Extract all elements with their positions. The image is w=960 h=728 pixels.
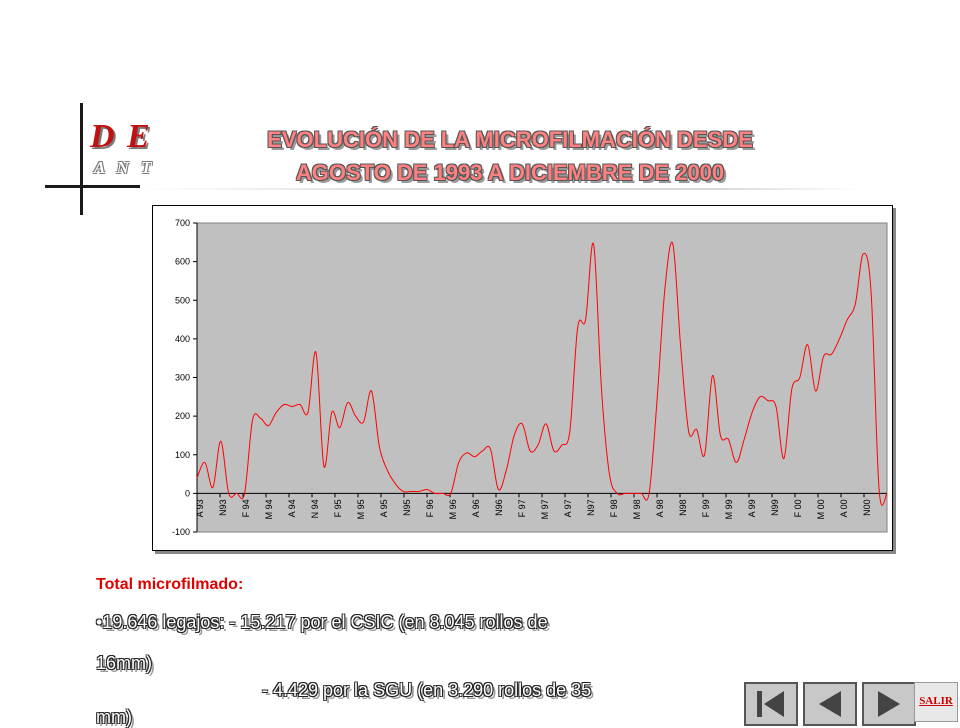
x-tick-label: N 94 [310, 499, 320, 518]
x-tick-label: A 98 [655, 499, 665, 517]
logo-horizontal-rule [45, 185, 140, 188]
y-tick-label: 600 [175, 257, 190, 267]
title-divider [140, 188, 860, 190]
y-tick-label: 0 [185, 488, 190, 498]
x-tick-label: M 99 [724, 499, 734, 519]
x-tick-label: F 00 [793, 499, 803, 517]
x-tick-label: A 96 [471, 499, 481, 517]
x-tick-label: A 97 [563, 499, 573, 517]
total-line-4: mm) [96, 707, 132, 727]
x-tick-label: F 94 [241, 499, 251, 517]
series-line [196, 241, 888, 506]
x-tick-label: A 95 [379, 499, 389, 517]
logo-vertical-rule [80, 103, 83, 215]
line-chart: -100 0 100 200 300 400 500 600 700 A 93 N93 F 94 M 9… [172, 218, 888, 537]
y-tick-label: 300 [175, 373, 190, 383]
y-tick-label: 100 [175, 450, 190, 460]
x-tick-label: F 96 [425, 499, 435, 517]
x-tick-label: N96 [494, 499, 504, 516]
first-page-icon [757, 691, 784, 717]
x-tick-label: M 98 [632, 499, 642, 519]
x-tick-label: A 99 [747, 499, 757, 517]
total-line-2: 16mm) [96, 653, 153, 673]
x-tick-label: M 00 [816, 499, 826, 519]
y-tick-label: 500 [175, 295, 190, 305]
logo-subtext: A N T [94, 158, 156, 177]
y-tick-label: 700 [175, 218, 190, 228]
x-tick-label: A 94 [287, 499, 297, 517]
next-page-button[interactable] [862, 682, 916, 726]
exit-label[interactable]: SALIR [919, 695, 953, 707]
x-tick-label: A 93 [195, 499, 205, 517]
y-tick-label: 400 [175, 334, 190, 344]
x-tick-label: M 96 [448, 499, 458, 519]
x-tick-label: F 98 [609, 499, 619, 517]
x-tick-label: F 99 [701, 499, 711, 517]
previous-page-icon [819, 691, 841, 717]
exit-button[interactable]: SALIR [914, 682, 958, 722]
x-tick-label: M 94 [264, 499, 274, 519]
y-tick-label: -100 [172, 527, 190, 537]
total-line-3: - 4.429 por la SGU (en 3.290 rollos de 3… [262, 680, 592, 700]
page-title-line1: EVOLUCIÓN DE LA MICROFILMACIÓN DESDE [267, 127, 753, 152]
total-line-1: •19.646 legajos: - 15.217 por el CSIC (e… [96, 612, 548, 632]
x-tick-label: F 97 [517, 499, 527, 517]
x-tick-label: M 97 [540, 499, 550, 519]
chart-frame: -100 0 100 200 300 400 500 600 700 A 93 N93 F 94 M 9… [152, 205, 893, 551]
x-tick-label: N97 [586, 499, 596, 516]
x-tick-label: M 95 [356, 499, 366, 519]
next-page-icon [878, 691, 900, 717]
logo-text: D E [90, 118, 152, 155]
x-tick-label: N98 [678, 499, 688, 516]
x-tick-label: N95 [402, 499, 412, 516]
x-tick-label: N99 [770, 499, 780, 516]
previous-page-button[interactable] [803, 682, 857, 726]
x-tick-label: N93 [218, 499, 228, 516]
y-tick-label: 200 [175, 411, 190, 421]
total-heading: Total microfilmado: [96, 576, 244, 593]
first-page-button[interactable] [744, 682, 798, 726]
plot-area [196, 222, 888, 533]
page-title-line2: AGOSTO DE 1993 A DICIEMBRE DE 2000 [295, 160, 725, 185]
x-tick-label: N00 [862, 499, 872, 516]
x-tick-label: A 00 [839, 499, 849, 517]
x-tick-label: F 95 [333, 499, 343, 517]
